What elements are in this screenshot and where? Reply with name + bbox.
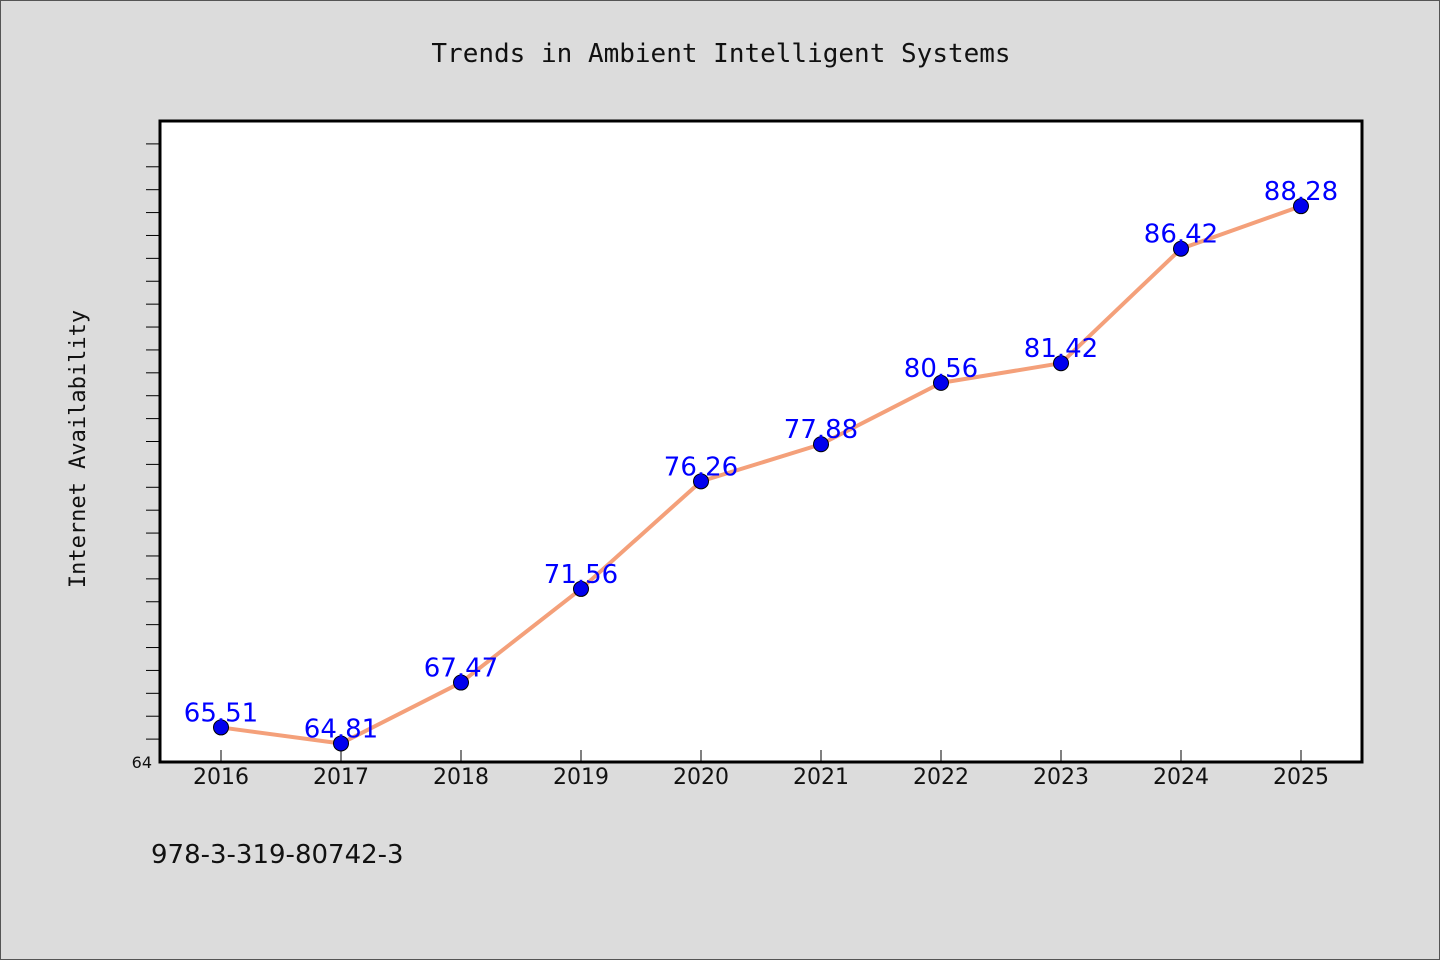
data-point [1173,240,1189,257]
plot-area [158,119,1364,764]
data-label: 65.51 [184,698,258,728]
series-line [220,204,1302,746]
data-point [693,473,709,490]
x-tick-label: 2016 [193,765,249,790]
data-label: 81.42 [1024,334,1098,364]
data-point [813,436,829,453]
data-label: 64.81 [304,714,378,744]
y-axis-label: Internet Availability [66,310,91,588]
data-label: 76.26 [664,452,738,482]
data-point [933,374,949,391]
data-point [1293,198,1309,215]
data-point [213,719,229,736]
data-point [453,674,469,691]
data-labels: 65.51 64.81 67.47 71.56 76.26 77.88 80.56 81.42… [184,177,1338,744]
data-label: 88.28 [1264,177,1338,207]
x-tick-label: 2018 [433,765,489,790]
y-axis-ticks [146,143,160,740]
data-label: 67.47 [424,654,498,684]
data-points [213,198,1309,752]
x-tick-label: 2023 [1033,765,1089,790]
x-tick-label: 2019 [553,765,609,790]
chart-title: Trends in Ambient Intelligent Systems [431,39,1010,69]
x-tick-label: 2020 [673,765,729,790]
data-point [573,580,589,597]
y-tick-label-min: 64 [132,753,152,772]
data-point [1053,355,1069,372]
x-tick-label: 2025 [1273,765,1329,790]
data-label: 86.42 [1144,220,1218,250]
x-tick-label: 2022 [913,765,969,790]
x-tick-label: 2024 [1153,765,1209,790]
isbn-text: 978-3-319-80742-3 [151,840,404,870]
data-label: 77.88 [784,415,858,445]
x-tick-label: 2017 [313,765,369,790]
data-label: 80.56 [904,354,978,384]
x-tick-label: 2021 [793,765,849,790]
data-label: 71.56 [544,560,618,590]
x-axis-ticks: 2016 2017 2018 2019 2020 2021 2022 2023 2024 2025 [193,750,1329,790]
data-point [333,735,349,752]
series-line-group [220,204,1302,746]
